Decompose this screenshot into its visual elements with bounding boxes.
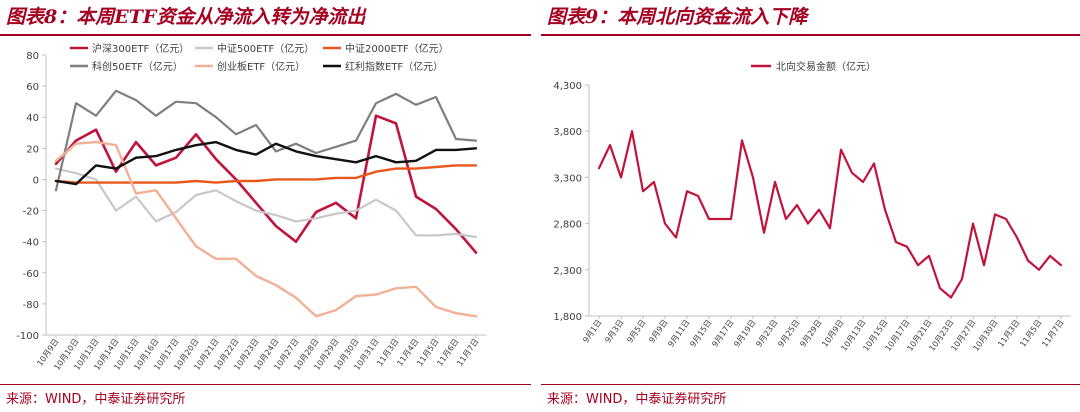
series-line <box>54 167 478 239</box>
legend-label: 红利指数ETF（亿元） <box>345 60 443 73</box>
legend-label: 创业板ETF（亿元） <box>217 60 305 73</box>
series-line <box>54 140 478 186</box>
legend-label: 科创50ETF（亿元） <box>92 60 183 73</box>
y-tick-label: -40 <box>23 238 39 249</box>
chart-panel-etf: 图表8：本周ETF资金从净流入转为净流出 -100 -80 -60 -40 -20 0 20… <box>0 0 531 412</box>
chart-source: 来源：WIND，中泰证券研究所 <box>547 392 727 407</box>
y-tick-label: 0 <box>33 175 39 186</box>
legend-label: 中证2000ETF（亿元） <box>345 42 449 55</box>
x-tick-label: 9月3日 <box>603 318 625 345</box>
y-tick-label: 80 <box>26 51 39 62</box>
x-tick-label: 9月5日 <box>625 318 647 345</box>
series-line <box>597 130 1063 299</box>
y-tick-label: 60 <box>26 82 39 93</box>
y-tick-label: -20 <box>23 207 39 218</box>
legend-label: 北向交易金额（亿元） <box>776 60 876 73</box>
source-rule <box>0 384 531 385</box>
series-line <box>54 140 478 318</box>
y-tick-label: -80 <box>23 300 39 311</box>
series-line <box>54 89 478 192</box>
y-tick-label: 4,300 <box>553 81 582 92</box>
y-tick-label: -100 <box>16 331 39 342</box>
y-tick-label: 3,800 <box>553 127 582 138</box>
title-rule <box>0 34 531 36</box>
chart-title: 图表9：本周北向资金流入下降 <box>547 6 808 28</box>
y-tick-label: 2,800 <box>553 220 582 231</box>
series-line <box>54 164 478 184</box>
y-tick-label: 3,300 <box>553 173 582 184</box>
chart-panel-northbound: 图表9：本周北向资金流入下降 1,800 2,300 2,800 3,300 3,800… <box>541 0 1080 412</box>
chart-source: 来源：WIND，中泰证券研究所 <box>6 392 186 407</box>
x-tick-label: 9月9日 <box>647 318 669 345</box>
y-tick-label: -60 <box>23 269 39 280</box>
y-tick-label: 1,800 <box>553 312 582 323</box>
legend-label: 沪深300ETF（亿元） <box>92 42 189 55</box>
chart-title: 图表8：本周ETF资金从净流入转为净流出 <box>6 6 366 28</box>
source-rule <box>541 384 1080 385</box>
x-tick-label: 9月1日 <box>581 318 603 345</box>
etf-flow-chart: -100-80-60-40-2002040608010月9日10月10日10月1… <box>16 42 486 372</box>
y-tick-label: 40 <box>26 113 39 124</box>
title-rule <box>541 34 1080 36</box>
series-line <box>54 114 478 254</box>
legend-label: 中证500ETF（亿元） <box>217 42 314 55</box>
y-tick-label: 2,300 <box>553 266 582 277</box>
y-tick-label: 20 <box>26 144 39 155</box>
x-tick-label: 11月7日 <box>1040 318 1065 349</box>
